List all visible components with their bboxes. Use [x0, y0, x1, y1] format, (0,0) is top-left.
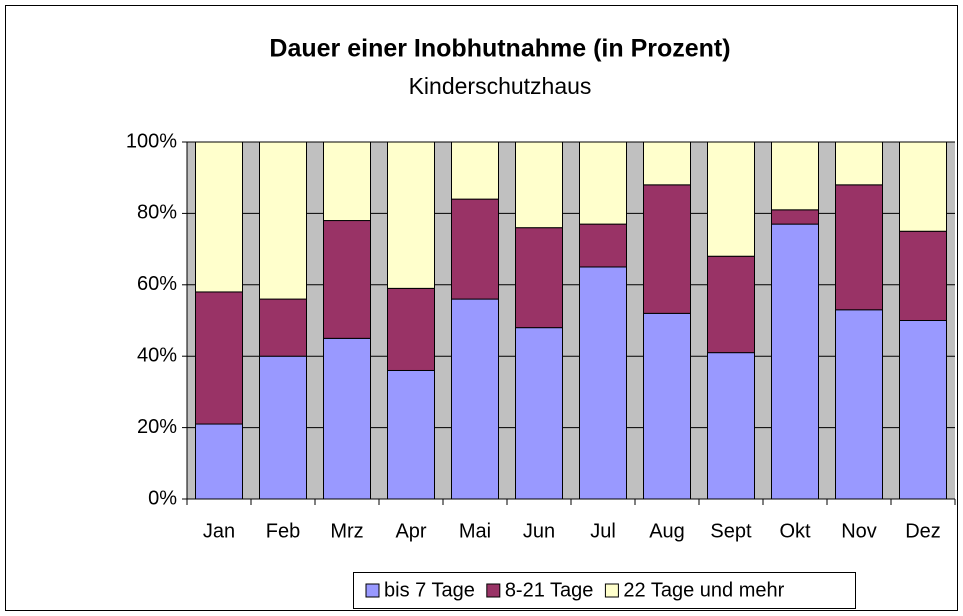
bar-segment: [899, 230, 947, 321]
bar-segment: [451, 198, 499, 300]
x-tick-label: Okt: [779, 520, 811, 542]
bar-segment: [643, 141, 691, 186]
legend-label: 22 Tage und mehr: [623, 579, 784, 601]
chart-subtitle: Kinderschutzhaus: [409, 73, 592, 99]
plot-area: [187, 142, 955, 499]
bar-segment: [323, 337, 371, 500]
legend-label: bis 7 Tage: [384, 579, 475, 601]
bar-segment: [259, 298, 307, 357]
x-tick-label: Jun: [523, 520, 555, 542]
x-tick-label: Feb: [266, 520, 300, 542]
bar-segment: [899, 141, 947, 232]
bar-segment: [835, 184, 883, 311]
bar-segment: [579, 266, 627, 500]
y-tick-label: 80%: [137, 202, 177, 224]
bar-segment: [259, 355, 307, 500]
x-tick-label: Apr: [395, 520, 426, 542]
x-tick-label: Sept: [710, 520, 752, 542]
x-tick-label: Aug: [649, 520, 685, 542]
bar-segment: [195, 141, 243, 293]
bar-segment: [771, 141, 819, 211]
legend-label: 8-21 Tage: [505, 579, 594, 601]
x-tick-label: Dez: [905, 520, 941, 542]
bar-segment: [259, 141, 307, 300]
bar-segment: [387, 141, 435, 289]
legend-swatch: [486, 583, 501, 598]
x-tick-label: Mrz: [330, 520, 363, 542]
bar-segment: [515, 227, 563, 329]
chart-title: Dauer einer Inobhutnahme (in Prozent): [269, 35, 730, 63]
bar-segment: [451, 298, 499, 500]
bar-segment: [707, 255, 755, 354]
bar-segment: [771, 209, 819, 225]
x-tick-label: Mai: [459, 520, 491, 542]
bar-segment: [643, 312, 691, 500]
legend-box: [353, 572, 856, 609]
bar-segment: [835, 309, 883, 500]
legend-swatch: [365, 583, 380, 598]
bar-segment: [579, 223, 627, 268]
bar-segment: [195, 423, 243, 500]
bar-segment: [707, 141, 755, 257]
x-tick-label: Jan: [203, 520, 235, 542]
bar-segment: [899, 320, 947, 500]
bar-segment: [387, 369, 435, 500]
bar-segment: [643, 184, 691, 314]
bar-segment: [707, 352, 755, 500]
y-tick-label: 100%: [126, 130, 177, 152]
bar-segment: [451, 141, 499, 200]
legend-swatch: [604, 583, 619, 598]
bar-segment: [515, 141, 563, 229]
x-tick-label: Jul: [590, 520, 616, 542]
y-tick-label: 60%: [137, 273, 177, 295]
bar-segment: [323, 141, 371, 222]
bar-segment: [195, 291, 243, 425]
y-tick-label: 20%: [137, 416, 177, 438]
bar-segment: [579, 141, 627, 225]
y-tick-label: 40%: [137, 344, 177, 366]
y-tick-label: 0%: [148, 487, 177, 509]
x-tick-label: Nov: [841, 520, 877, 542]
bar-segment: [771, 223, 819, 500]
bar-segment: [835, 141, 883, 186]
bar-segment: [323, 220, 371, 339]
bar-segment: [515, 327, 563, 500]
bar-segment: [387, 287, 435, 371]
